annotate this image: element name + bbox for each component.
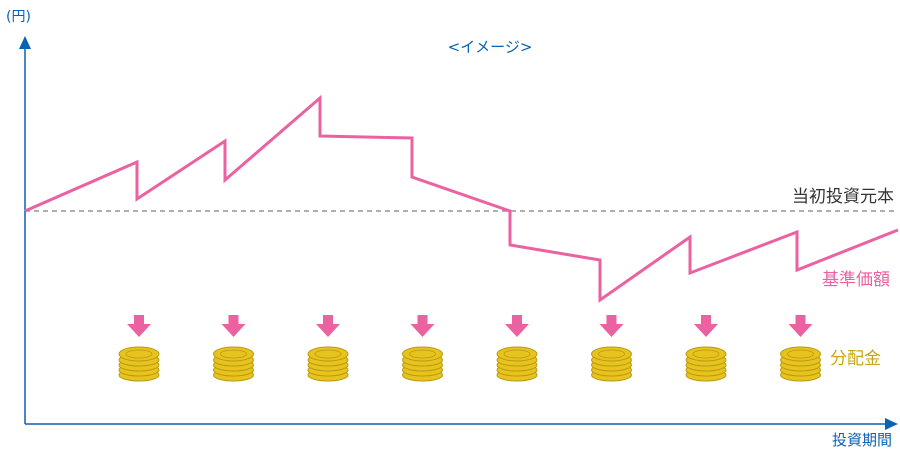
- diagram-title: <イメージ>: [447, 38, 533, 56]
- coin-stack-icon: [213, 346, 254, 382]
- x-axis-label: 投資期間: [831, 431, 892, 449]
- coin-stack-icon: [780, 346, 821, 382]
- dividend-arrow: [127, 315, 151, 337]
- nav-label: 基準価額: [822, 270, 890, 290]
- coin-stack-icon: [591, 346, 632, 382]
- coin-stack-icon: [496, 346, 538, 382]
- dividend-arrow: [599, 315, 624, 337]
- dividend-arrow: [694, 315, 718, 337]
- y-axis-arrowhead: [19, 36, 31, 49]
- dividend-arrow: [316, 315, 340, 337]
- coin-stack-icon: [118, 346, 160, 382]
- dividend-arrow: [788, 315, 813, 337]
- principal-label: 当初投資元本: [792, 187, 894, 207]
- dividend-arrow: [505, 315, 529, 337]
- dividend-group: [118, 315, 821, 382]
- dividend-arrow: [410, 315, 435, 337]
- coin-stack-icon: [685, 346, 727, 382]
- coin-stack-icon: [307, 346, 349, 382]
- dividend-arrow: [221, 315, 246, 337]
- dividend-label: 分配金: [830, 349, 881, 369]
- nav-line: [24, 94, 899, 303]
- coin-stack-icon: [402, 346, 443, 382]
- y-axis-unit-label: (円): [6, 9, 31, 25]
- x-axis-arrowhead: [885, 418, 898, 430]
